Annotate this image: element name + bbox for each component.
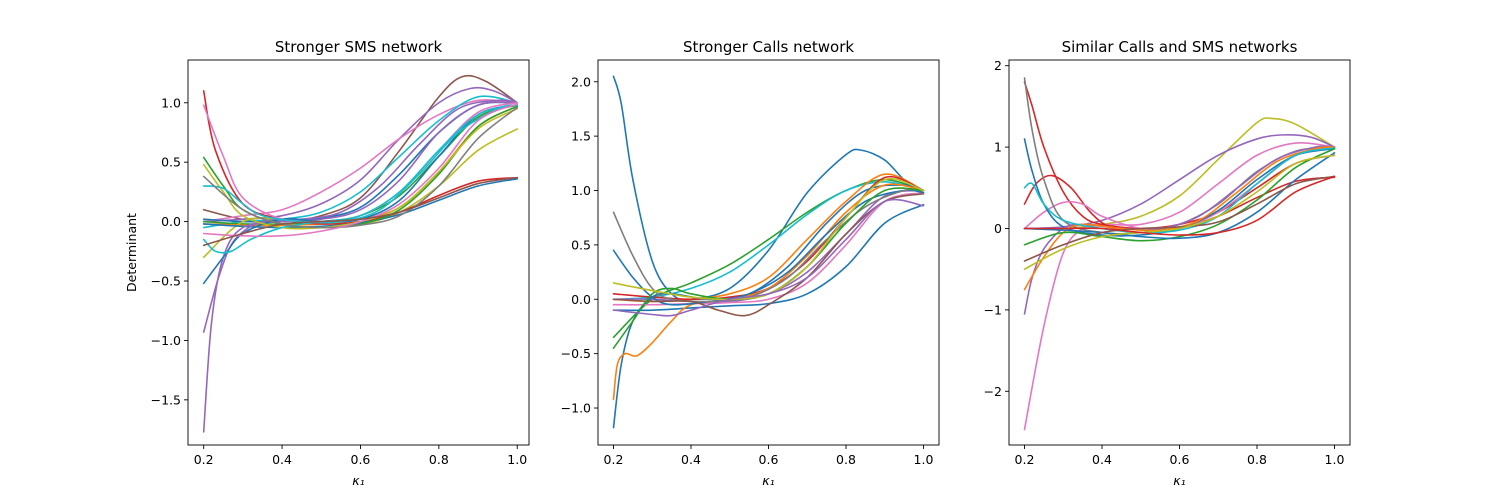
- series-line-16: [202, 107, 519, 230]
- y-tick-label: −2: [984, 384, 1002, 399]
- series-line-1: [612, 75, 925, 301]
- series-line-9: [202, 90, 519, 225]
- series-line-10: [612, 183, 925, 401]
- x-axis-label: κ₁: [352, 473, 364, 488]
- y-tick-label: 2: [994, 58, 1002, 73]
- subplots-container: 0.2 0.4 0.6 0.8 1.0 −1.5 −1.0 −0.5 0.0 0.5 1.0 Stro…: [124, 38, 1351, 488]
- series-line-11: [202, 101, 519, 433]
- y-tick-label: −1.0: [151, 333, 181, 348]
- series-line-3: [202, 99, 519, 223]
- chart-title: Stronger SMS network: [275, 38, 443, 56]
- x-tick-label: 0.6: [1170, 452, 1190, 467]
- series-line-19: [202, 106, 519, 229]
- y-tick-label: −1: [984, 302, 1002, 317]
- x-tick-label: 0.4: [681, 452, 701, 467]
- x-axis-label: κ₁: [1173, 473, 1185, 488]
- series-line-15: [1023, 154, 1336, 270]
- series-line-7: [612, 191, 925, 306]
- series-line-16: [1023, 175, 1336, 236]
- x-tick-label: 1.0: [1325, 452, 1345, 467]
- series-line-14: [612, 187, 925, 350]
- axes-frame: [187, 59, 530, 446]
- chart-title: Stronger Calls network: [683, 38, 854, 56]
- y-tick-label: 0: [994, 221, 1002, 236]
- series-line-17: [202, 104, 519, 224]
- y-tick-label: 2.0: [571, 74, 591, 89]
- y-tick-label: −0.5: [151, 274, 181, 289]
- x-tick-label: 1.0: [507, 452, 527, 467]
- series-line-3: [612, 181, 925, 301]
- y-tick-label: 0.0: [161, 214, 181, 229]
- series-line-4: [1023, 81, 1336, 230]
- y-tick-label: −1.0: [561, 401, 591, 416]
- series-group: [202, 74, 519, 433]
- subplot-1: 0.2 0.4 0.6 0.8 1.0 −1.5 −1.0 −0.5 0.0 0.5 1.0 Stro…: [124, 38, 530, 488]
- series-line-1: [202, 74, 519, 223]
- series-line-3: [1023, 141, 1336, 431]
- y-tick-label: 1.0: [571, 183, 591, 198]
- series-line-1: [1023, 117, 1336, 230]
- series-line-2: [1023, 134, 1336, 230]
- y-tick-label: 1: [994, 140, 1002, 155]
- y-tick-label: −1.5: [151, 392, 181, 407]
- subplot-2: 0.2 0.4 0.6 0.8 1.0 −1.0 −0.5 0.0 0.5 1.0 1.5 2.0 St…: [561, 38, 940, 488]
- series-line-8: [612, 203, 925, 312]
- series-line-20: [202, 103, 519, 238]
- x-tick-label: 0.8: [1247, 452, 1267, 467]
- x-tick-label: 0.6: [351, 452, 371, 467]
- series-line-16: [612, 198, 925, 317]
- x-tick-label: 0.8: [836, 452, 856, 467]
- series-line-11: [612, 189, 925, 306]
- series-line-21: [202, 176, 519, 247]
- series-line-14: [1023, 175, 1336, 262]
- x-tick-label: 0.2: [1015, 452, 1035, 467]
- y-axis-label: Determinant: [124, 213, 139, 292]
- series-line-2: [612, 178, 925, 339]
- series-line-13: [612, 192, 925, 317]
- series-line-9: [612, 184, 925, 429]
- axes-frame: [1008, 59, 1351, 446]
- series-line-10: [1023, 146, 1336, 291]
- y-tick-label: 1.0: [161, 95, 181, 110]
- series-group: [612, 75, 925, 429]
- x-tick-label: 0.4: [272, 452, 292, 467]
- series-group: [1023, 77, 1336, 431]
- x-tick-label: 1.0: [914, 452, 934, 467]
- x-axis-label: κ₁: [762, 473, 774, 488]
- y-tick-label: 0.0: [571, 292, 591, 307]
- y-tick-label: −0.5: [561, 346, 591, 361]
- chart-title: Similar Calls and SMS networks: [1062, 38, 1298, 56]
- y-tick-label: 0.5: [161, 155, 181, 170]
- y-tick-label: 1.5: [571, 129, 591, 144]
- x-tick-label: 0.6: [759, 452, 779, 467]
- series-line-8: [1023, 138, 1336, 237]
- subplot-3: 0.2 0.4 0.6 0.8 1.0 −2 −1 0 1 2 Similar Calls and …: [984, 38, 1351, 488]
- y-tick-label: 0.5: [571, 237, 591, 252]
- x-tick-label: 0.2: [604, 452, 624, 467]
- x-tick-label: 0.4: [1092, 452, 1112, 467]
- x-tick-label: 0.8: [429, 452, 449, 467]
- series-line-12: [1023, 147, 1336, 246]
- x-tick-label: 0.2: [194, 452, 214, 467]
- series-line-13: [202, 104, 519, 285]
